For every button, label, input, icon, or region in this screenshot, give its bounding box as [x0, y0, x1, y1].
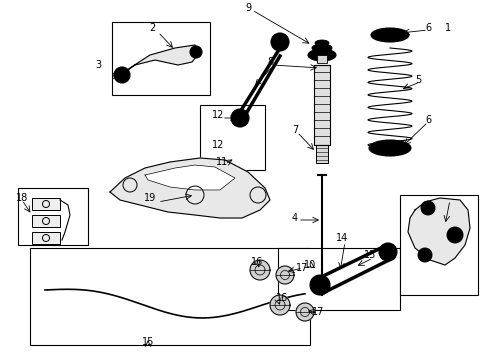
Text: 17: 17: [296, 263, 308, 273]
Bar: [32, 215, 60, 227]
Polygon shape: [145, 165, 235, 190]
Circle shape: [275, 37, 285, 47]
Circle shape: [193, 49, 199, 55]
Text: 12: 12: [212, 140, 224, 150]
Text: 3: 3: [95, 60, 101, 70]
Text: 9: 9: [245, 3, 251, 13]
Text: 7: 7: [292, 125, 298, 135]
Polygon shape: [408, 198, 470, 265]
Text: 6: 6: [425, 115, 431, 125]
Text: 16: 16: [251, 257, 263, 267]
Text: 10: 10: [304, 260, 316, 270]
Text: 8: 8: [267, 57, 273, 67]
Ellipse shape: [379, 31, 401, 39]
Bar: [18, 188, 88, 245]
Polygon shape: [250, 260, 270, 280]
Polygon shape: [296, 303, 314, 321]
Bar: [32, 232, 60, 244]
Text: 18: 18: [16, 193, 28, 203]
Circle shape: [190, 46, 202, 58]
Bar: [200, 105, 265, 170]
Circle shape: [235, 113, 245, 123]
Circle shape: [315, 280, 325, 290]
Text: 1: 1: [445, 23, 451, 33]
Text: 16: 16: [276, 293, 288, 303]
Bar: [112, 22, 210, 95]
Ellipse shape: [377, 144, 403, 153]
Bar: [30, 248, 310, 345]
Ellipse shape: [312, 44, 332, 52]
Bar: [314, 65, 330, 145]
Ellipse shape: [371, 28, 409, 42]
Text: 5: 5: [415, 75, 421, 85]
Polygon shape: [276, 266, 294, 284]
Bar: [32, 198, 60, 210]
Circle shape: [118, 71, 126, 79]
Circle shape: [424, 204, 432, 212]
Text: 2: 2: [149, 23, 155, 33]
Circle shape: [383, 247, 393, 257]
Circle shape: [421, 251, 429, 259]
Circle shape: [418, 248, 432, 262]
Text: 12: 12: [212, 110, 224, 120]
Circle shape: [310, 275, 330, 295]
Polygon shape: [270, 295, 290, 315]
Text: 15: 15: [142, 337, 154, 347]
Circle shape: [114, 67, 130, 83]
Text: 13: 13: [364, 250, 376, 260]
Text: 4: 4: [292, 213, 298, 223]
Text: 19: 19: [144, 193, 156, 203]
Bar: [316, 145, 328, 163]
Circle shape: [271, 33, 289, 51]
Circle shape: [451, 231, 459, 239]
Bar: [317, 55, 327, 63]
Ellipse shape: [315, 40, 329, 46]
Circle shape: [379, 243, 397, 261]
Polygon shape: [110, 158, 270, 218]
Text: 14: 14: [336, 233, 348, 243]
Ellipse shape: [369, 140, 411, 156]
Bar: [278, 248, 400, 310]
Polygon shape: [122, 45, 200, 75]
Circle shape: [421, 201, 435, 215]
Ellipse shape: [308, 49, 336, 61]
Text: 6: 6: [425, 23, 431, 33]
Circle shape: [447, 227, 463, 243]
Text: 11: 11: [216, 157, 228, 167]
Bar: [400, 195, 478, 295]
Text: 17: 17: [312, 307, 324, 317]
Circle shape: [231, 109, 249, 127]
